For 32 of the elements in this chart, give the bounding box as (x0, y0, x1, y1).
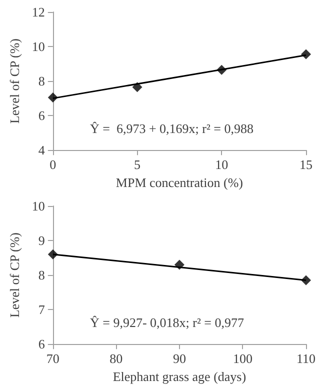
y-tick-label: 6 (38, 336, 46, 352)
y-tick-label: 9 (38, 233, 45, 248)
point (301, 275, 311, 286)
x-tick-label: 90 (172, 351, 186, 366)
x-tick-label: 110 (296, 351, 316, 366)
x-tick-label: 5 (134, 157, 141, 172)
x-tick-label: 100 (232, 351, 252, 366)
point (174, 260, 184, 270)
x-tick-label: 10 (215, 157, 228, 172)
x-axis-title: MPM concentration (%) (116, 175, 243, 190)
y-tick-label: 6 (38, 108, 46, 124)
annotation: Ŷ = 9,927- 0,018x; r² = 0,977 (90, 315, 244, 330)
y-tick-label: 7 (38, 302, 46, 318)
x-tick-label: 0 (50, 157, 56, 172)
y-tick-label: 4 (38, 142, 46, 158)
y-axis-title: Level of CP (%) (7, 38, 22, 124)
y-tick-label: 8 (38, 268, 45, 283)
annotation: Ŷ = 6,973 + 0,169x; r² = 0,988 (90, 121, 254, 136)
x-axis-title: Elephant grass age (days) (112, 369, 246, 384)
y-tick-label: 8 (38, 74, 45, 89)
x-tick-label: 15 (300, 157, 312, 172)
point (301, 49, 311, 60)
point (132, 82, 142, 92)
y-tick-label: 10 (32, 198, 45, 214)
point (216, 64, 227, 75)
y-axis-title: Level of CP (%) (7, 232, 22, 318)
x-tick-label: 70 (46, 351, 60, 366)
x-tick-label: 80 (110, 351, 123, 366)
point (48, 92, 58, 102)
y-tick-label: 12 (32, 4, 45, 20)
point (48, 249, 58, 260)
y-tick-label: 10 (32, 39, 45, 54)
